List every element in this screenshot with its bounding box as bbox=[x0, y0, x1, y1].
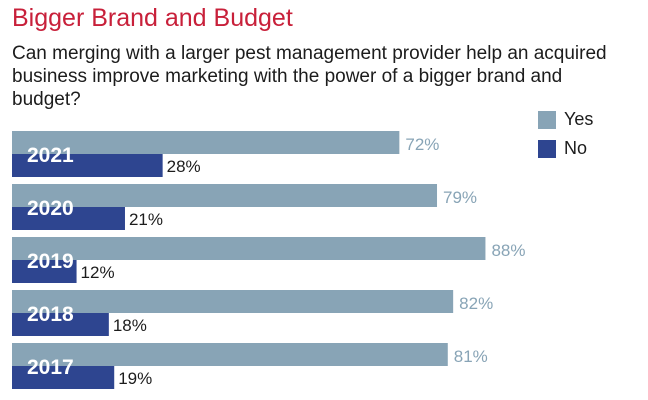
bar-yes-2018 bbox=[12, 290, 454, 313]
category-label-2017: 2017 bbox=[27, 356, 74, 379]
bar-yes-2020 bbox=[12, 184, 438, 207]
legend-label-no: No bbox=[564, 138, 588, 158]
data-label-yes-2019: 88% bbox=[491, 241, 525, 260]
bar-no-2020 bbox=[12, 207, 125, 230]
data-label-no-2019: 12% bbox=[81, 263, 115, 282]
data-label-yes-2018: 82% bbox=[459, 294, 493, 313]
bar-no-2017 bbox=[12, 366, 115, 389]
bar-yes-2017 bbox=[12, 343, 448, 366]
bar-yes-2021 bbox=[12, 131, 400, 154]
data-label-yes-2017: 81% bbox=[454, 347, 488, 366]
bar-no-2019 bbox=[12, 260, 77, 283]
category-label-2021: 2021 bbox=[27, 144, 74, 167]
category-label-2020: 2020 bbox=[27, 197, 74, 220]
data-label-no-2020: 21% bbox=[129, 210, 163, 229]
bar-yes-2019 bbox=[12, 237, 486, 260]
bar-no-2021 bbox=[12, 154, 163, 177]
legend-item-no: No bbox=[538, 136, 593, 161]
legend-swatch-yes bbox=[538, 110, 556, 129]
legend-swatch-no bbox=[538, 139, 556, 158]
legend-label-yes: Yes bbox=[564, 109, 594, 129]
data-label-yes-2021: 72% bbox=[405, 135, 439, 154]
legend-item-yes: Yes bbox=[538, 107, 593, 132]
chart-title: Bigger Brand and Budget bbox=[12, 4, 293, 32]
category-label-2018: 2018 bbox=[27, 303, 74, 326]
category-label-2019: 2019 bbox=[27, 250, 74, 273]
data-label-no-2017: 19% bbox=[118, 369, 152, 388]
chart-subtitle: Can merging with a larger pest managemen… bbox=[12, 43, 607, 110]
data-label-no-2021: 28% bbox=[167, 157, 201, 176]
data-label-yes-2020: 79% bbox=[443, 188, 477, 207]
bar-no-2018 bbox=[12, 313, 109, 336]
data-label-no-2018: 18% bbox=[113, 316, 147, 335]
legend: Yes No bbox=[538, 107, 593, 165]
